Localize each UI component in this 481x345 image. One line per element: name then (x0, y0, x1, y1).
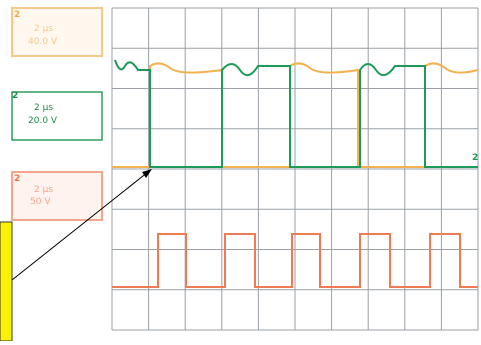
channel-volts: 40.0 V (28, 37, 58, 47)
channel-label: 2 (14, 10, 20, 20)
channel-label: 2 (12, 91, 18, 101)
channel-volts: 20.0 V (28, 116, 58, 126)
channel-time: 2 µs (34, 185, 53, 195)
oscilloscope-screen: 2 2 µs 40.0 V 2 2 µs 20.0 V 2 2 µs 50 V … (0, 0, 481, 341)
ground-marker: 2 (472, 153, 478, 163)
channel-time: 2 µs (34, 103, 53, 113)
channel-box (12, 172, 102, 220)
channel-time: 2 µs (34, 24, 53, 34)
channel-label: 2 (14, 174, 20, 184)
channel-volts: 50 V (30, 197, 51, 207)
channel-box (12, 8, 102, 56)
callout-box (0, 222, 12, 341)
